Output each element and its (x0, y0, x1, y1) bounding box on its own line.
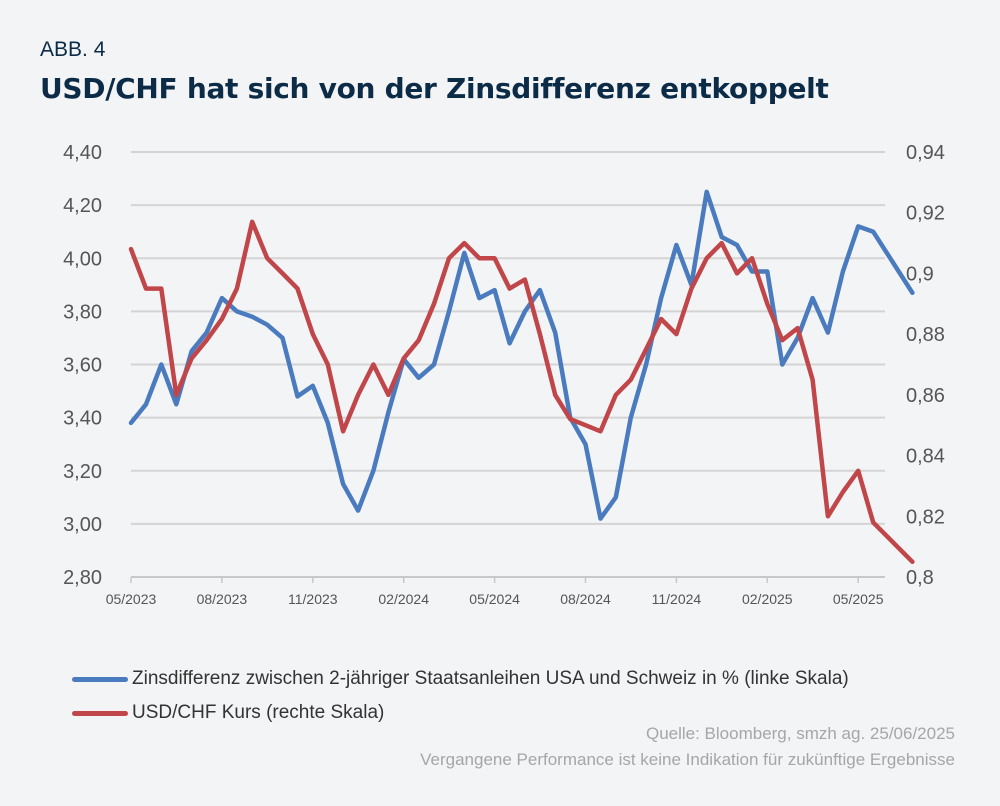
x-tick-label: 11/2023 (288, 591, 338, 607)
x-tick-label: 11/2024 (652, 591, 702, 607)
y-left-tick-label: 4,20 (63, 195, 102, 217)
y-left-tick-label: 3,40 (63, 408, 102, 430)
legend-swatch-blue (72, 676, 128, 682)
y-left-tick-label: 3,80 (63, 301, 102, 323)
legend-label: USD/CHF Kurs (rechte Skala) (132, 702, 385, 723)
x-tick-label: 05/2023 (106, 591, 157, 607)
y-right-tick-label: 0,9 (906, 263, 934, 285)
y-left-tick-label: 3,20 (63, 461, 102, 483)
y-left-tick-label: 3,60 (63, 355, 102, 377)
x-tick-label: 05/2025 (833, 591, 884, 607)
y-right-tick-label: 0,92 (906, 203, 945, 225)
chart-title: USD/CHF hat sich von der Zinsdifferenz e… (40, 72, 829, 105)
x-tick-label: 08/2024 (560, 591, 611, 607)
x-tick-label: 02/2024 (378, 591, 429, 607)
legend-item-usdchf: USD/CHF Kurs (rechte Skala) (72, 702, 384, 724)
legend-item-rate-differential: Zinsdifferenz zwischen 2-jähriger Staats… (72, 668, 849, 690)
y-right-tick-label: 0,86 (906, 385, 945, 407)
y-right-tick-label: 0,88 (906, 324, 945, 346)
y-right-tick-label: 0,82 (906, 506, 945, 528)
y-left-tick-label: 2,80 (63, 567, 102, 589)
y-left-tick-label: 3,00 (63, 514, 102, 536)
y-right-tick-label: 0,94 (906, 142, 945, 164)
legend-label: Zinsdifferenz zwischen 2-jähriger Staats… (132, 668, 849, 689)
figure-label: ABB. 4 (40, 38, 106, 61)
y-left-tick-label: 4,00 (63, 248, 102, 270)
series-line-usdchf (128, 219, 915, 565)
y-left-tick-label: 4,40 (63, 142, 102, 164)
y-right-tick-label: 0,84 (906, 446, 945, 468)
disclaimer-note: Vergangene Performance ist keine Indikat… (420, 750, 955, 769)
x-tick-label: 05/2024 (469, 591, 520, 607)
source-note: Quelle: Bloomberg, smzh ag. 25/06/2025 (645, 724, 955, 743)
x-tick-label: 08/2023 (197, 591, 248, 607)
series-line-rate-differential (128, 189, 915, 521)
y-right-tick-label: 0,8 (906, 567, 934, 589)
legend-swatch-red (72, 710, 128, 716)
x-tick-label: 02/2025 (742, 591, 793, 607)
